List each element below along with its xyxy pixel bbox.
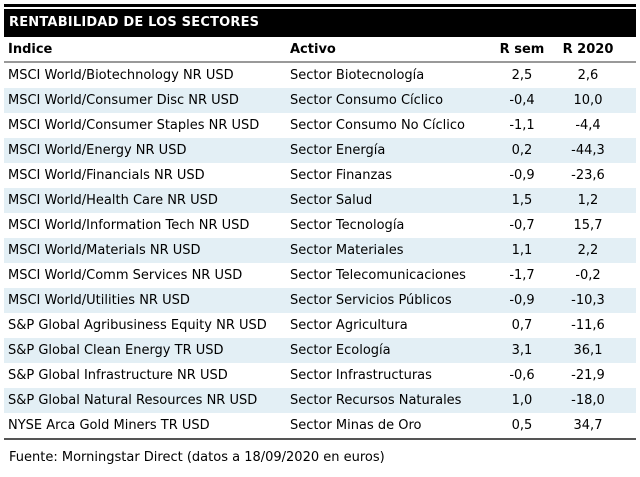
cell-indice: MSCI World/Information Tech NR USD [8,218,250,233]
cell-r-sem: 0,2 [511,143,533,158]
table-row: S&P Global Natural Resources NR USD Sect… [4,388,636,413]
cell-r-2020: -23,6 [571,168,605,183]
cell-r-sem: -0,7 [509,218,535,233]
cell-r-2020: 15,7 [573,218,603,233]
cell-r-sem: -0,6 [509,368,535,383]
cell-r-sem: 0,7 [511,318,533,333]
cell-indice: S&P Global Agribusiness Equity NR USD [8,318,267,333]
cell-activo: Sector Telecomunicaciones [290,268,466,283]
cell-r-sem: 0,5 [511,418,533,433]
cell-r-2020: -11,6 [571,318,605,333]
cell-indice: MSCI World/Consumer Disc NR USD [8,93,239,108]
table-row: MSCI World/Materials NR USD Sector Mater… [4,238,636,263]
table-row: MSCI World/Consumer Staples NR USD Secto… [4,113,636,138]
cell-activo: Sector Materiales [290,243,404,258]
cell-r-2020: 34,7 [573,418,603,433]
table-row: MSCI World/Financials NR USD Sector Fina… [4,163,636,188]
cell-r-sem: -0,9 [509,293,535,308]
cell-r-sem: -0,9 [509,168,535,183]
table-row: S&P Global Agribusiness Equity NR USD Se… [4,313,636,338]
cell-r-sem: 3,1 [511,343,533,358]
cell-r-2020: -10,3 [571,293,605,308]
cell-activo: Sector Minas de Oro [290,418,422,433]
table-header-row: Índice Activo R sem R 2020 [4,37,636,63]
table-row: MSCI World/Comm Services NR USD Sector T… [4,263,636,288]
cell-r-2020: 2,6 [577,68,599,83]
column-header-r-2020: R 2020 [562,41,614,57]
cell-activo: Sector Agricultura [290,318,408,333]
cell-indice: MSCI World/Utilities NR USD [8,293,190,308]
cell-r-sem: 1,1 [511,243,533,258]
cell-r-2020: -4,4 [575,118,601,133]
page-title: RENTABILIDAD DE LOS SECTORES [9,15,260,30]
cell-r-2020: 10,0 [573,93,603,108]
column-header-r-sem: R sem [499,41,545,57]
cell-r-sem: -0,4 [509,93,535,108]
cell-indice: S&P Global Infrastructure NR USD [8,368,228,383]
cell-activo: Sector Consumo Cíclico [290,93,444,108]
table-row: MSCI World/Consumer Disc NR USD Sector C… [4,88,636,113]
table-body: MSCI World/Biotechnology NR USD Sector B… [4,63,636,438]
cell-indice: S&P Global Clean Energy TR USD [8,343,224,358]
cell-activo: Sector Salud [290,193,373,208]
cell-r-sem: 2,5 [511,68,533,83]
cell-indice: S&P Global Natural Resources NR USD [8,393,258,408]
cell-indice: MSCI World/Energy NR USD [8,143,187,158]
column-header-indice: Índice [8,41,53,57]
column-header-activo: Activo [290,41,336,57]
table-row: S&P Global Clean Energy TR USD Sector Ec… [4,338,636,363]
report-table: RENTABILIDAD DE LOS SECTORES Índice Acti… [4,4,636,465]
table-row: MSCI World/Utilities NR USD Sector Servi… [4,288,636,313]
source-note: Fuente: Morningstar Direct (datos a 18/0… [9,450,385,465]
cell-r-2020: -18,0 [571,393,605,408]
cell-activo: Sector Consumo No Cíclico [290,118,465,133]
cell-indice: MSCI World/Financials NR USD [8,168,205,183]
cell-r-2020: -44,3 [571,143,605,158]
cell-activo: Sector Servicios Públicos [290,293,452,308]
table-row: MSCI World/Biotechnology NR USD Sector B… [4,63,636,88]
cell-r-sem: -1,1 [509,118,535,133]
table-row: MSCI World/Information Tech NR USD Secto… [4,213,636,238]
title-bar: RENTABILIDAD DE LOS SECTORES [4,9,636,37]
cell-indice: MSCI World/Comm Services NR USD [8,268,243,283]
cell-r-2020: -0,2 [575,268,601,283]
cell-activo: Sector Energía [290,143,386,158]
cell-indice: NYSE Arca Gold Miners TR USD [8,418,210,433]
cell-r-sem: 1,0 [511,393,533,408]
cell-indice: MSCI World/Materials NR USD [8,243,201,258]
cell-r-2020: 2,2 [577,243,599,258]
cell-activo: Sector Infrastructuras [290,368,432,383]
cell-indice: MSCI World/Health Care NR USD [8,193,218,208]
cell-activo: Sector Recursos Naturales [290,393,462,408]
table-row: MSCI World/Health Care NR USD Sector Sal… [4,188,636,213]
cell-activo: Sector Tecnología [290,218,405,233]
cell-r-2020: -21,9 [571,368,605,383]
table-row: MSCI World/Energy NR USD Sector Energía … [4,138,636,163]
cell-r-sem: 1,5 [511,193,533,208]
cell-activo: Sector Ecología [290,343,391,358]
cell-r-2020: 36,1 [573,343,603,358]
cell-r-2020: 1,2 [577,193,599,208]
cell-activo: Sector Biotecnología [290,68,425,83]
cell-activo: Sector Finanzas [290,168,393,183]
table-row: NYSE Arca Gold Miners TR USD Sector Mina… [4,413,636,438]
cell-indice: MSCI World/Biotechnology NR USD [8,68,234,83]
bottom-rule [4,438,636,440]
cell-indice: MSCI World/Consumer Staples NR USD [8,118,260,133]
table-row: S&P Global Infrastructure NR USD Sector … [4,363,636,388]
top-rule [4,4,636,7]
cell-r-sem: -1,7 [509,268,535,283]
